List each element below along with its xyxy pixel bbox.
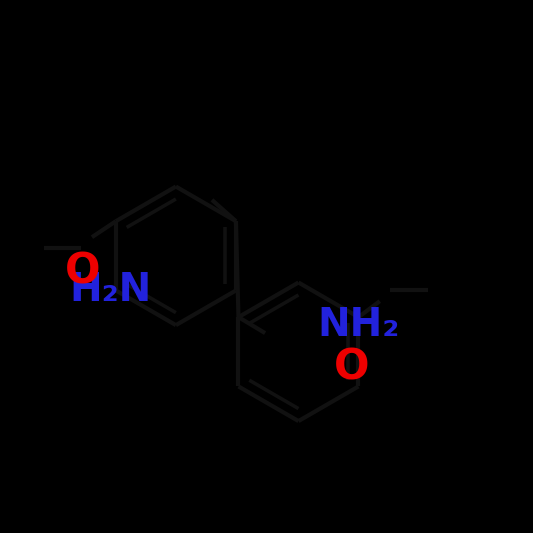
Text: NH₂: NH₂ bbox=[317, 306, 399, 344]
Text: O: O bbox=[334, 347, 369, 389]
Text: O: O bbox=[65, 251, 100, 293]
Text: H₂N: H₂N bbox=[70, 271, 152, 310]
